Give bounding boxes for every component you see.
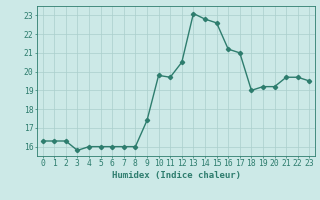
- X-axis label: Humidex (Indice chaleur): Humidex (Indice chaleur): [111, 171, 241, 180]
